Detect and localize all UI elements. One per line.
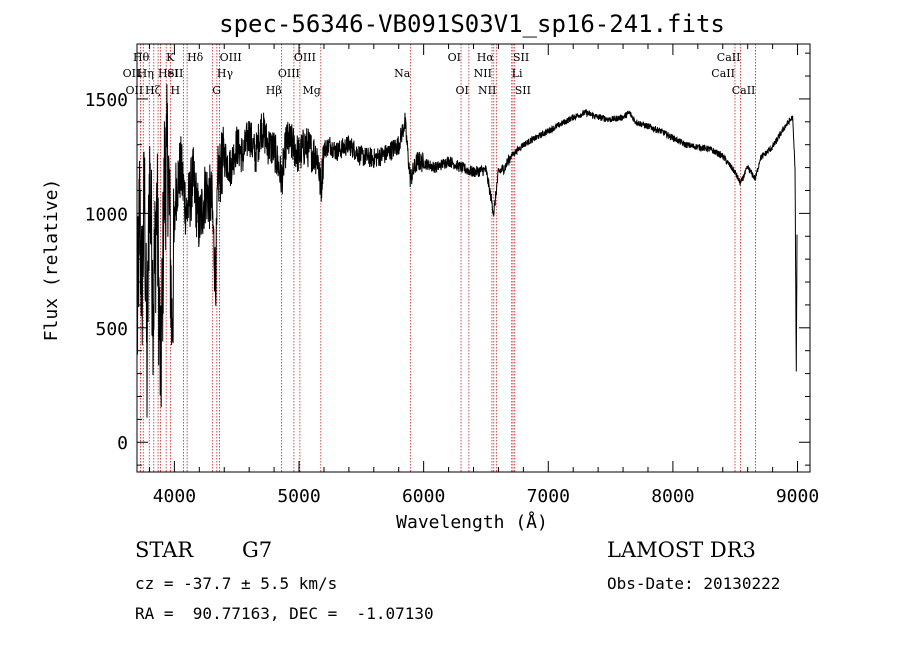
emission-lines	[140, 44, 756, 472]
emission-line-label: OIII	[220, 51, 242, 64]
emission-line-label: Li	[512, 67, 523, 80]
emission-line-label: NII	[478, 84, 496, 97]
emission-line-label: Hη	[138, 67, 154, 80]
coordinates: RA = 90.77163, DEC = -1.07130	[135, 604, 434, 623]
emission-line-label: H	[171, 84, 181, 97]
emission-line-label: CaII	[717, 51, 741, 64]
x-tick-label: 5000	[277, 486, 320, 507]
emission-line-label: Hγ	[217, 67, 234, 80]
emission-line-label: Hζ	[145, 84, 161, 97]
emission-line-label: G	[212, 84, 221, 97]
spectrum-line	[136, 84, 798, 418]
emission-line-label: OII	[126, 84, 144, 97]
y-tick-label: 500	[95, 319, 128, 340]
object-subclass: G7	[242, 538, 273, 562]
emission-line-label: SII	[167, 67, 183, 80]
y-tick-label: 1000	[85, 204, 128, 225]
emission-line-label: CaII	[732, 84, 756, 97]
emission-line-label: NII	[474, 67, 492, 80]
emission-line-label: OII	[123, 67, 141, 80]
emission-line-label: SII	[515, 84, 531, 97]
emission-line-label: CaII	[711, 67, 735, 80]
survey-name: LAMOST DR3	[607, 538, 756, 562]
x-tick-label: 7000	[527, 486, 570, 507]
spectrum-series	[136, 84, 798, 418]
emission-line-label: OI	[456, 84, 469, 97]
emission-line-label: K	[166, 51, 175, 64]
emission-line-label: Hδ	[187, 51, 204, 64]
x-axis-label: Wavelength (Å)	[396, 511, 548, 533]
emission-line-label: HeI	[158, 67, 178, 80]
axes	[136, 43, 811, 473]
emission-line-label: OIII	[294, 51, 316, 64]
emission-line-label: Hα	[477, 51, 495, 64]
emission-line-label: Hβ	[266, 84, 282, 97]
x-tick-label: 9000	[776, 486, 819, 507]
emission-line-label: Mg	[303, 84, 321, 97]
y-axis-label: Flux (relative)	[41, 179, 62, 342]
redshift-cz: cz = -37.7 ± 5.5 km/s	[135, 574, 338, 593]
emission-line-label: OI	[448, 51, 461, 64]
chart-title: spec-56346-VB091S03V1_sp16-241.fits	[219, 10, 725, 38]
observation-date: Obs-Date: 20130222	[607, 574, 781, 593]
x-tick-label: 8000	[651, 486, 694, 507]
y-tick-label: 1500	[85, 90, 128, 111]
x-tick-label: 4000	[153, 486, 196, 507]
x-tick-label: 6000	[402, 486, 445, 507]
y-tick-label: 0	[117, 433, 128, 454]
emission-line-label: OIII	[278, 67, 300, 80]
emission-line-label: SII	[513, 51, 529, 64]
object-class: STAR	[135, 538, 194, 562]
emission-line-label: Na	[394, 67, 411, 80]
plot-frame	[136, 43, 811, 473]
tick-marks: 4000 5000 6000 7000 8000 9000 0 500 1000 1500	[85, 44, 819, 507]
